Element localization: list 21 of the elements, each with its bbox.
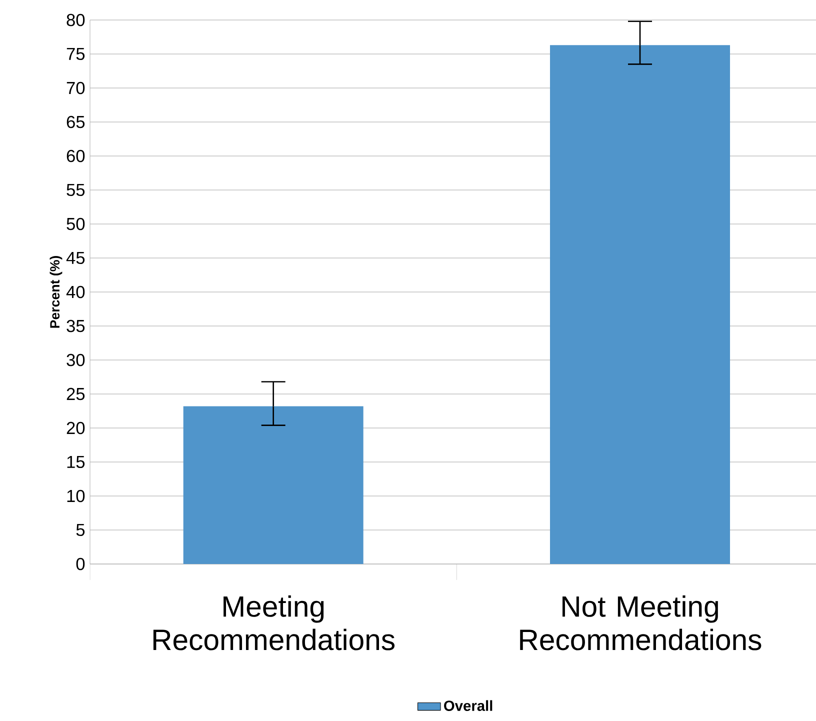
x-tick-label: Meeting Recommendations bbox=[153, 595, 395, 650]
y-tick-label: 35 bbox=[66, 320, 85, 332]
y-tick-label: 50 bbox=[66, 218, 85, 230]
y-tick-label: 15 bbox=[67, 456, 85, 468]
y-tick-label: 45 bbox=[66, 252, 85, 264]
x-tick-label: Not Meeting Recommendations bbox=[520, 595, 762, 650]
y-tick-label: 0 bbox=[76, 558, 85, 570]
y-tick-label: 25 bbox=[66, 388, 85, 400]
y-tick-label: 30 bbox=[66, 354, 85, 366]
y-tick-label: 75 bbox=[66, 48, 85, 60]
legend-label: Overall bbox=[444, 700, 492, 711]
y-axis-title: Percent (%) bbox=[50, 256, 62, 328]
y-tick-label: 70 bbox=[66, 82, 85, 94]
y-tick-label: 55 bbox=[66, 184, 85, 196]
y-tick-label: 10 bbox=[67, 490, 85, 502]
y-tick-label: 80 bbox=[66, 14, 85, 26]
y-tick-label: 60 bbox=[66, 150, 85, 162]
y-tick-label: 65 bbox=[66, 116, 85, 128]
y-tick-label: 20 bbox=[66, 422, 85, 434]
y-tick-label: 5 bbox=[76, 524, 85, 536]
y-tick-label: 40 bbox=[66, 286, 85, 298]
